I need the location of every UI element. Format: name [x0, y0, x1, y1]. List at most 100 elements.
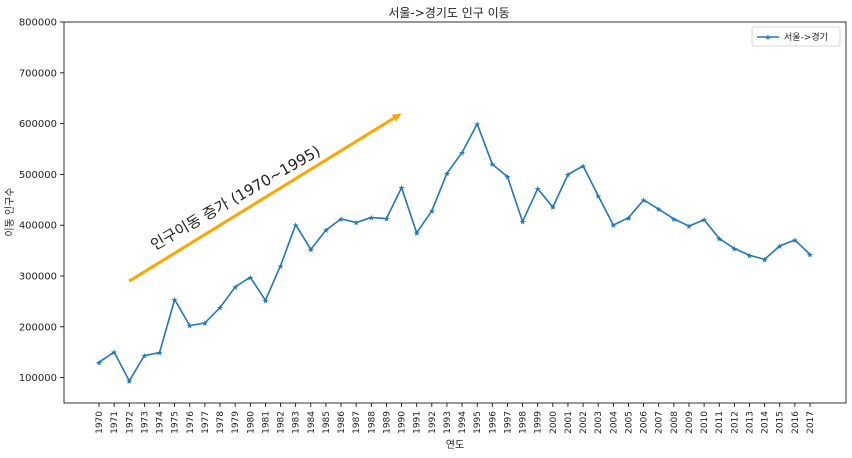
x-tick-label: 2014 [761, 411, 771, 434]
x-tick-label: 1989 [382, 411, 392, 434]
data-point-marker: ★ [398, 184, 405, 193]
x-tick-label: 2004 [609, 411, 619, 434]
data-point-marker: ★ [368, 213, 375, 222]
x-tick-label: 1981 [261, 411, 271, 434]
data-point-marker: ★ [776, 242, 783, 251]
x-axis-label: 연도 [446, 439, 464, 451]
x-tick-label: 2000 [549, 411, 559, 434]
x-tick-label: 2013 [745, 411, 755, 434]
data-point-marker: ★ [655, 205, 662, 214]
x-tick-label: 1996 [488, 411, 498, 434]
data-point-marker: ★ [262, 296, 269, 305]
data-point-marker: ★ [126, 377, 133, 386]
x-tick-label: 1980 [246, 411, 256, 434]
chart-title: 서울->경기도 인구 이동 [388, 6, 509, 20]
legend-label: 서울->경기 [784, 31, 828, 43]
data-point-marker: ★ [625, 214, 632, 223]
x-tick-label: 1971 [110, 411, 120, 434]
data-point-marker: ★ [564, 171, 571, 180]
x-tick-label: 2008 [670, 411, 680, 434]
data-point-marker: ★ [474, 120, 481, 129]
x-tick-label: 1995 [473, 411, 483, 434]
legend-box [751, 26, 841, 47]
x-tick-label: 1973 [140, 411, 150, 434]
legend-star-marker: ★ [764, 33, 771, 42]
data-point-marker: ★ [216, 304, 223, 313]
data-point-marker: ★ [292, 221, 299, 230]
data-point-marker: ★ [504, 173, 511, 182]
x-tick-label: 1998 [519, 411, 529, 434]
series-layer: ★ ★ ★ ★ ★ ★ ★ ★ ★ ★ ★ ★ ★ ★ ★ ★ ★ ★ ★ ★ ★ ★ ★ ★ ★ ★ ★ ★ ★ ★ ★ ★ ★ ★ ★ ★ ★ ★ ★ ★… [95, 120, 813, 386]
trend-annotation-text: 인구이동 증가 (1970~1995) [148, 142, 324, 254]
data-point-marker: ★ [186, 322, 193, 331]
series-line [98, 121, 811, 383]
x-tick-label: 2010 [700, 411, 710, 434]
x-tick-label: 1970 [95, 411, 105, 434]
data-point-marker: ★ [806, 250, 813, 259]
x-axis: 1970 1971 1972 1973 1974 1975 1976 1977 1978 1979… [95, 403, 816, 434]
data-point-marker: ★ [353, 219, 360, 228]
data-point-marker: ★ [413, 229, 420, 238]
plot-area [63, 21, 847, 404]
data-point-marker: ★ [141, 352, 148, 361]
x-tick-label: 1983 [292, 411, 302, 434]
data-point-marker: ★ [731, 244, 738, 253]
data-point-marker: ★ [232, 283, 239, 292]
y-tick-label: 100000 [19, 373, 57, 384]
x-tick-label: 2017 [806, 411, 816, 434]
x-tick-label: 1994 [458, 411, 468, 434]
data-point-marker: ★ [746, 251, 753, 260]
x-tick-label: 2009 [685, 411, 695, 434]
y-tick-label: 500000 [19, 170, 57, 181]
x-tick-label: 1977 [201, 411, 211, 434]
x-tick-label: 1999 [534, 411, 544, 434]
data-point-marker: ★ [489, 160, 496, 169]
y-tick-label: 700000 [19, 68, 57, 79]
data-point-marker: ★ [458, 149, 465, 158]
x-tick-label: 1979 [231, 411, 241, 434]
y-tick-label: 600000 [19, 119, 57, 130]
data-point-marker: ★ [171, 296, 178, 305]
y-tick-label: 300000 [19, 272, 57, 283]
x-tick-label: 2015 [776, 411, 786, 434]
x-tick-label: 2007 [655, 411, 665, 434]
data-point-marker: ★ [337, 215, 344, 224]
x-tick-label: 1975 [171, 411, 181, 434]
x-tick-label: 1984 [307, 411, 317, 434]
data-point-marker: ★ [95, 358, 102, 367]
data-point-marker: ★ [383, 215, 390, 224]
x-tick-label: 1972 [125, 411, 135, 434]
x-tick-label: 2002 [579, 411, 589, 434]
x-tick-label: 2016 [791, 411, 801, 434]
data-point-marker: ★ [156, 349, 163, 358]
y-axis-label: 이동 인구수 [4, 187, 16, 236]
x-tick-label: 1976 [186, 411, 196, 434]
x-tick-label: 1978 [216, 411, 226, 434]
data-point-marker: ★ [685, 222, 692, 231]
x-tick-label: 2003 [594, 411, 604, 434]
data-point-marker: ★ [201, 319, 208, 328]
data-point-marker: ★ [277, 262, 284, 271]
x-tick-label: 2005 [624, 411, 634, 434]
data-point-marker: ★ [428, 207, 435, 216]
data-point-marker: ★ [247, 273, 254, 282]
x-tick-label: 2012 [730, 411, 740, 434]
x-tick-label: 1986 [337, 411, 347, 434]
data-point-marker: ★ [549, 203, 556, 212]
x-tick-label: 1991 [413, 411, 423, 434]
x-tick-label: 1997 [503, 411, 513, 434]
data-point-marker: ★ [322, 226, 329, 235]
data-point-marker: ★ [701, 216, 708, 225]
annotation-layer: 인구이동 증가 (1970~1995) [128, 113, 402, 283]
legend: ★ 서울->경기 [751, 26, 841, 47]
x-tick-label: 1987 [352, 411, 362, 434]
data-point-marker: ★ [610, 221, 617, 230]
data-point-marker: ★ [534, 185, 541, 194]
data-point-marker: ★ [579, 162, 586, 171]
trend-arrow-head [391, 113, 402, 122]
data-point-marker: ★ [640, 196, 647, 205]
data-point-marker: ★ [670, 215, 677, 224]
data-point-marker: ★ [443, 169, 450, 178]
trend-arrow-shaft [128, 116, 395, 283]
x-tick-label: 2001 [564, 411, 574, 434]
